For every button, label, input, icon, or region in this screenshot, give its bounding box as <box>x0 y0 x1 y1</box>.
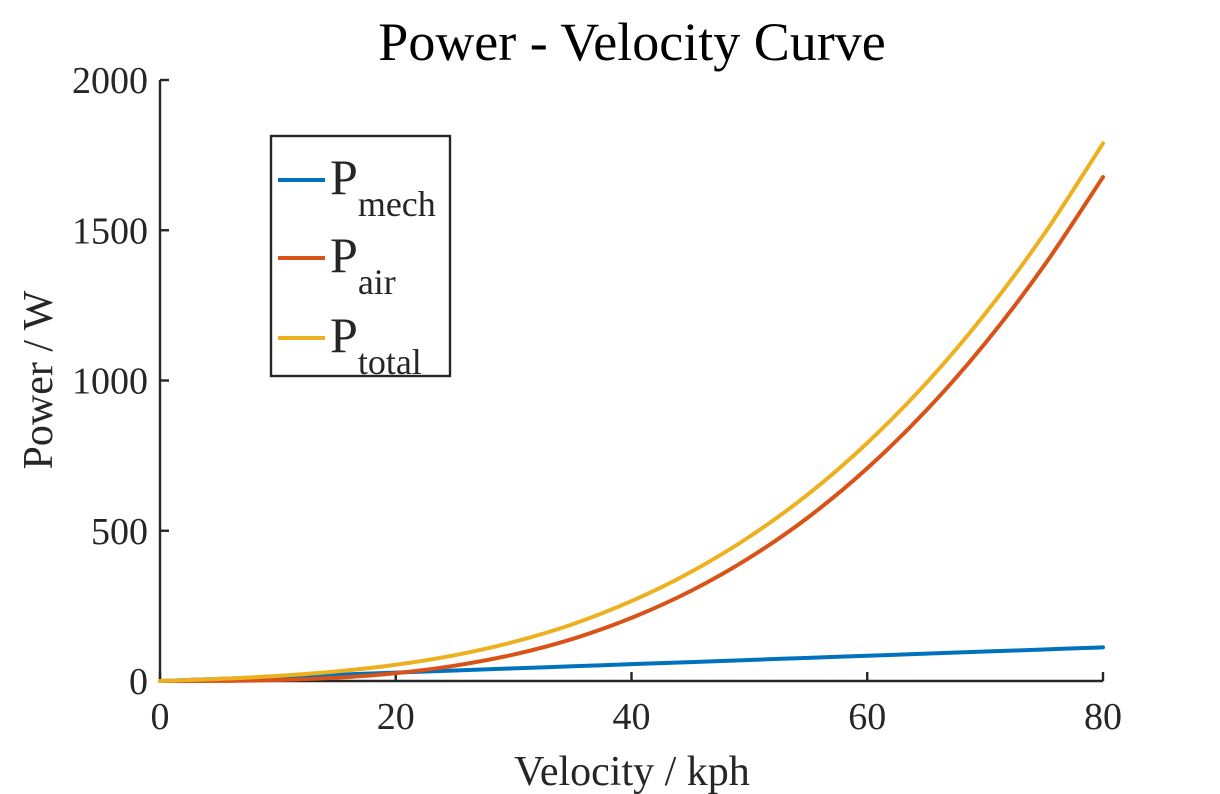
y-tick-label: 1500 <box>72 210 148 252</box>
series-line-mech <box>158 645 1105 683</box>
y-tick-label: 2000 <box>72 60 148 102</box>
legend-label-total: Ptotal <box>330 307 422 382</box>
chart-title: Power - Velocity Curve <box>378 12 885 72</box>
y-tick-label: 0 <box>129 661 148 703</box>
legend-label-mech: Pmech <box>330 149 436 224</box>
legend-subscript: mech <box>358 184 436 224</box>
series-line-total <box>158 141 1105 683</box>
legend-subscript: air <box>358 262 396 302</box>
y-tick-label: 500 <box>91 511 148 553</box>
legend-label-air: Pair <box>330 227 396 302</box>
legend-subscript: total <box>358 342 422 382</box>
axis-ticks: 0 500 1000 1500 2000 0 20 40 60 80 <box>72 60 1122 738</box>
y-tick-label: 1000 <box>72 361 148 403</box>
x-tick-label: 20 <box>377 696 415 738</box>
x-tick-label: 60 <box>848 696 886 738</box>
x-tick-label: 40 <box>613 696 651 738</box>
x-tick-label: 80 <box>1084 696 1122 738</box>
series-lines <box>158 141 1105 683</box>
x-tick-label: 0 <box>151 696 170 738</box>
y-axis-label: Power / W <box>16 290 62 469</box>
x-axis-label: Velocity / kph <box>514 749 750 794</box>
series-line-air <box>158 175 1105 683</box>
